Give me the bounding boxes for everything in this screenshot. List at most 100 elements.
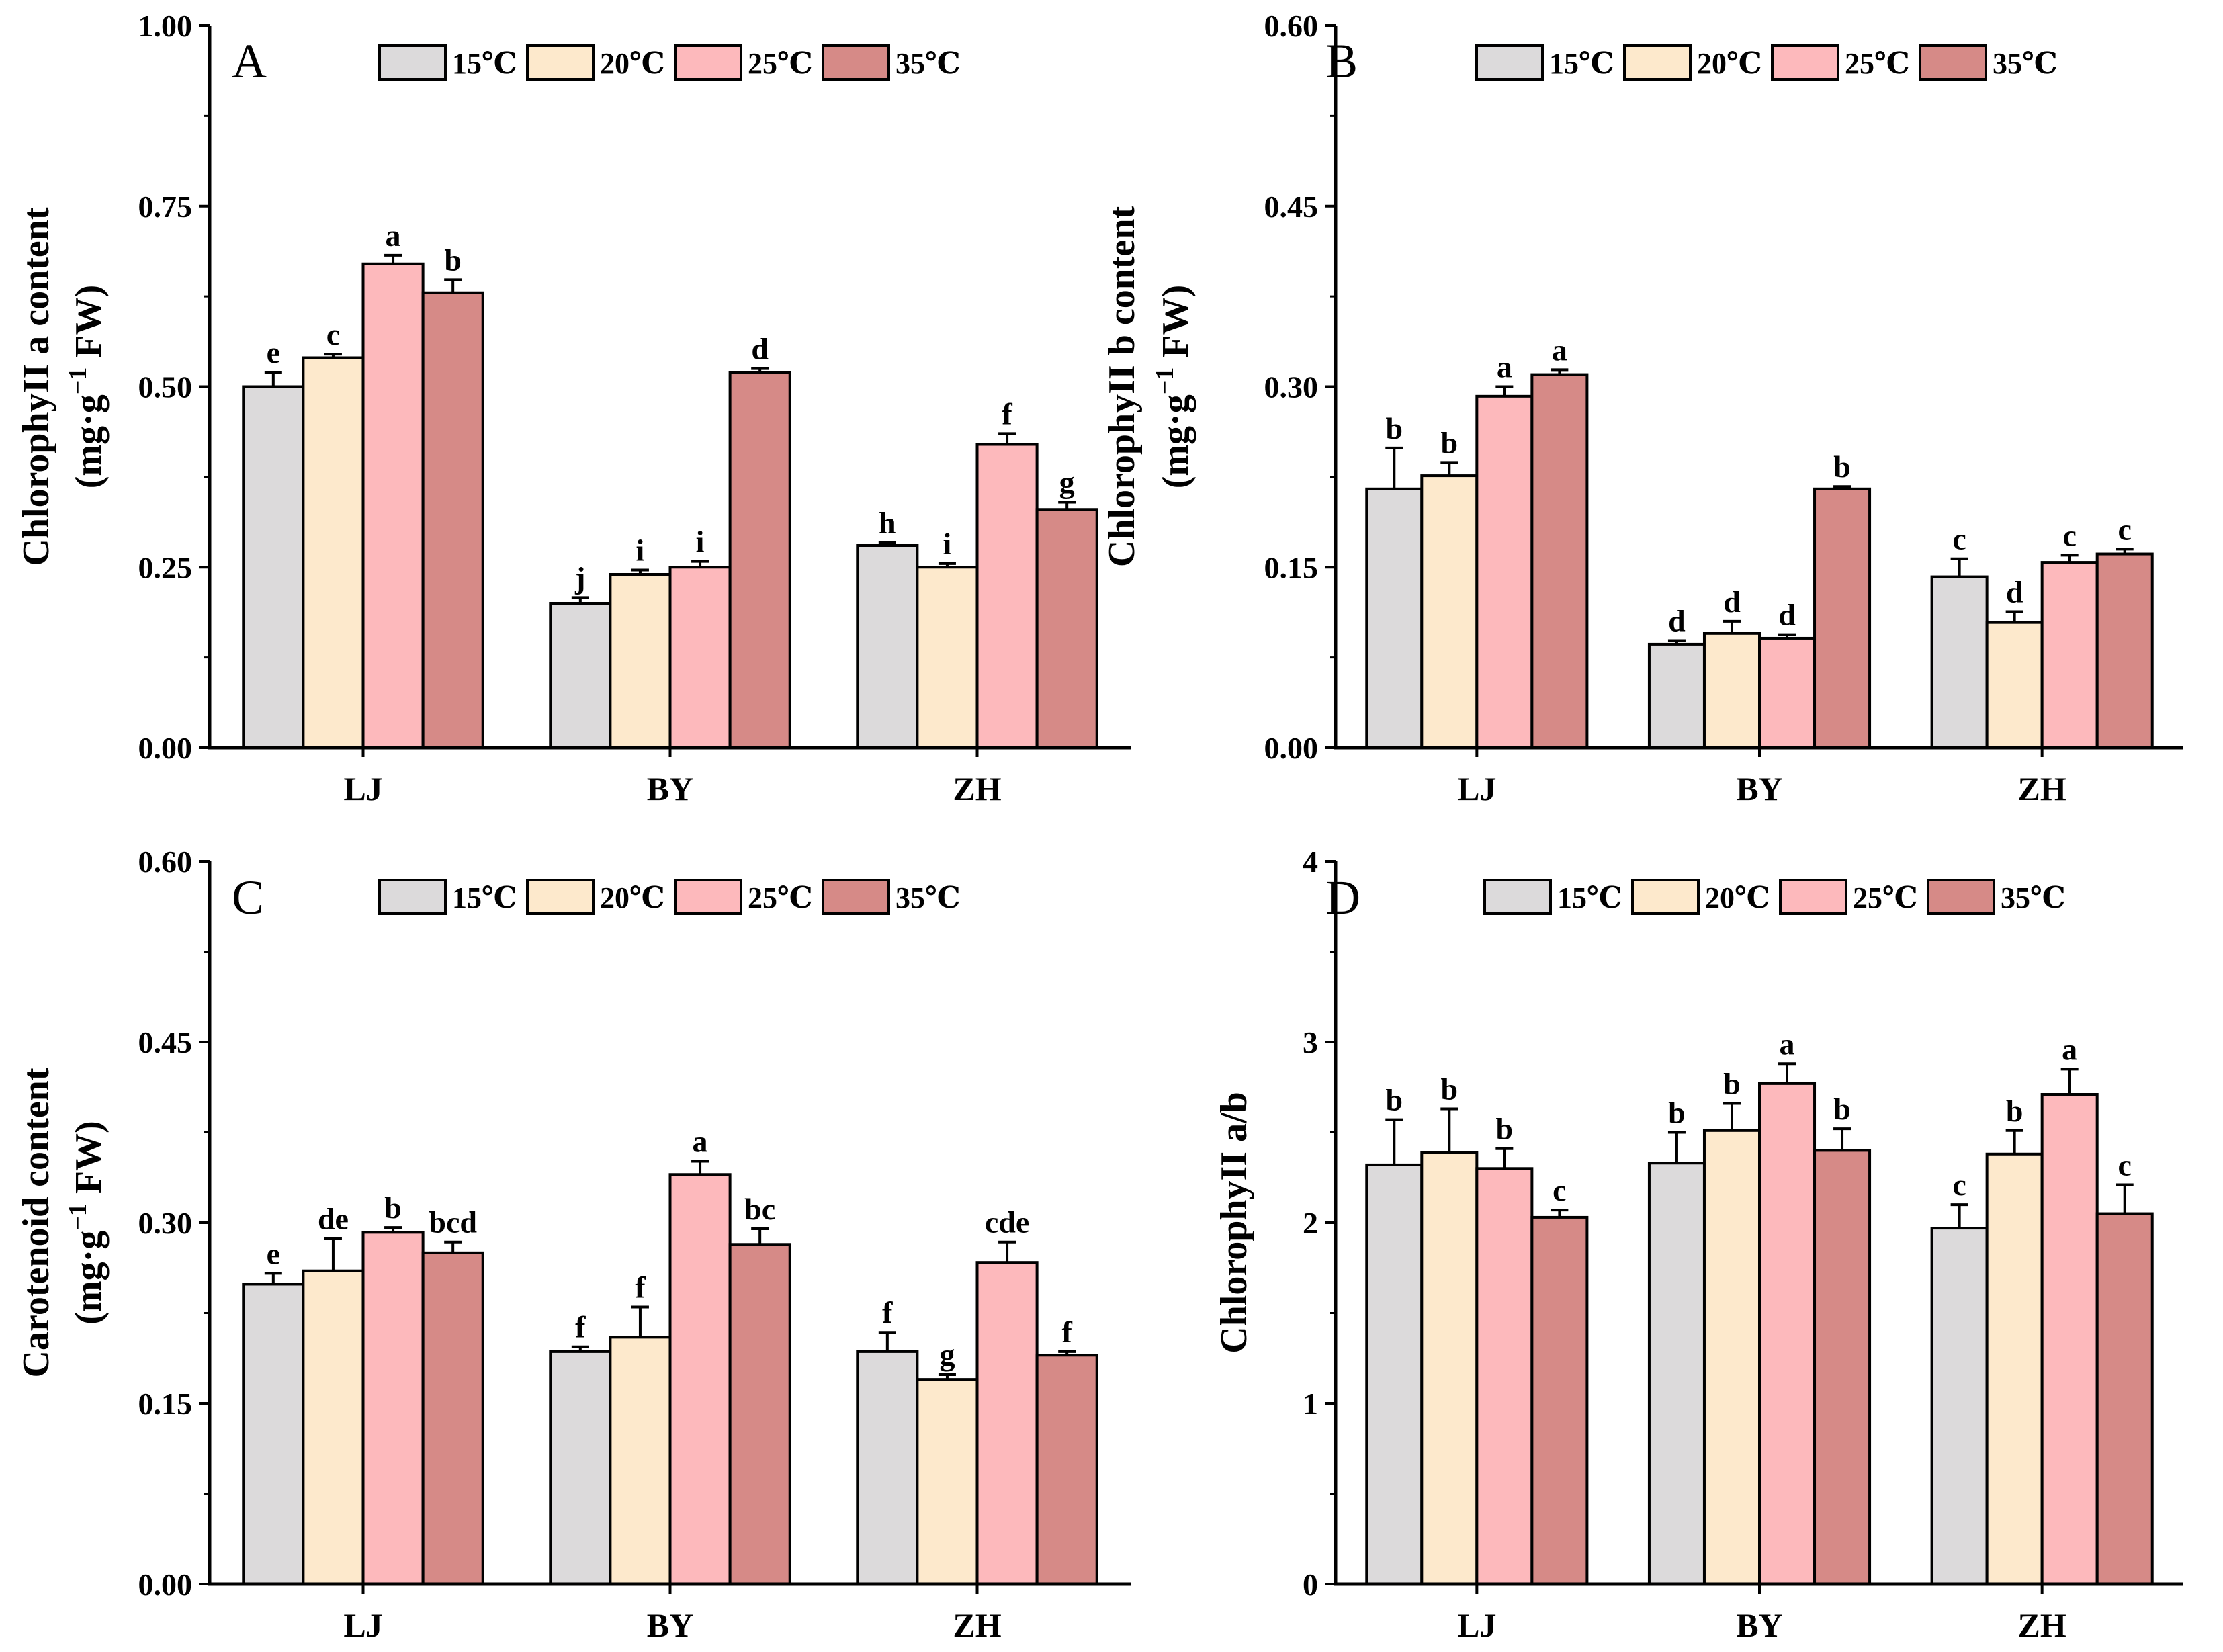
legend-entry: 35℃: [2001, 881, 2066, 914]
y-tick-label: 0.00: [1264, 731, 1319, 765]
legend-entry: 25℃: [748, 881, 813, 914]
chart-panel-b: b b a a LJ d d d b BY c d c c ZH 0.00 0.15 0.30 0.45 0.60 Ch…: [1101, 9, 2183, 808]
bar: [1647, 1162, 1706, 1585]
legend-swatch: [1779, 879, 1847, 915]
significance-letter: b: [444, 243, 462, 277]
significance-letter: b: [1385, 1083, 1403, 1117]
significance-letter: i: [696, 525, 705, 559]
bar: [2040, 1093, 2099, 1585]
y-tick-label: 0.30: [1264, 370, 1319, 404]
significance-letter: f: [1062, 1315, 1073, 1349]
x-tick-label: ZH: [953, 1606, 1001, 1644]
bar: [1035, 1354, 1098, 1586]
significance-letter: j: [574, 560, 585, 595]
bar: [1930, 1227, 1989, 1585]
bar: [2095, 1212, 2154, 1586]
legend-entry: 35℃: [896, 47, 961, 80]
legend-entry: 15℃: [452, 881, 517, 914]
significance-letter: e: [267, 335, 280, 369]
significance-letter: b: [1496, 1112, 1514, 1146]
legend-swatch: [1475, 44, 1544, 81]
y-tick-label: 0.45: [1264, 189, 1319, 224]
chart-panel-d: b b b c LJ b b a b BY c b a c ZH 0 1 2 3 4 ChlorophyII a/b D 1…: [1213, 844, 2183, 1644]
bar: [421, 1251, 484, 1586]
chart-panel-a: e c a b LJ j i i d BY h i f g ZH 0.00 0.25 0.50 0.75 1.00 Ch…: [15, 9, 1131, 808]
legend: 15℃ 20℃ 25℃ 35℃: [1475, 44, 2058, 81]
legend-swatch: [674, 879, 742, 915]
significance-letter: cde: [985, 1205, 1029, 1240]
bar: [2040, 561, 2099, 749]
y-axis-label-units-suffix: FW): [68, 285, 110, 367]
legend-swatch: [1631, 879, 1700, 915]
bar: [1530, 373, 1589, 749]
bar: [1758, 1082, 1817, 1585]
y-tick-label: 1.00: [138, 9, 193, 43]
y-tick-label: 0.25: [138, 550, 193, 584]
y-axis-label-units-suffix: FW): [1155, 285, 1196, 367]
y-axis-label-units: (mg·g−1 FW): [64, 1121, 110, 1325]
y-tick-label: 1: [1303, 1387, 1318, 1421]
x-tick-label: BY: [647, 770, 693, 808]
legend-swatch: [1623, 44, 1692, 81]
significance-letter: bc: [744, 1192, 775, 1226]
significance-letter: f: [882, 1295, 893, 1330]
bar: [668, 1173, 732, 1586]
y-tick-label: 0.75: [138, 189, 193, 224]
y-axis-label-units: (mg·g−1 FW): [64, 285, 110, 489]
significance-letter: a: [386, 218, 401, 253]
bar: [609, 1336, 672, 1586]
legend-entry: 20℃: [1705, 881, 1770, 914]
significance-letter: b: [1668, 1096, 1686, 1130]
significance-letter: c: [326, 317, 340, 351]
y-axis-label-units: (mg·g−1 FW): [1151, 285, 1196, 489]
legend-entry: 35℃: [896, 881, 961, 914]
y-axis-label: ChlorophyII b content: [1101, 206, 1143, 568]
y-tick-label: 3: [1303, 1025, 1318, 1059]
x-tick-label: BY: [1736, 770, 1782, 808]
bar: [975, 443, 1039, 749]
legend-entry: 25℃: [1853, 881, 1918, 914]
legend-entry: 25℃: [748, 47, 813, 80]
x-tick-label: ZH: [2018, 770, 2066, 808]
bar: [302, 1269, 365, 1585]
significance-letter: a: [1497, 350, 1512, 384]
y-tick-label: 0.30: [138, 1206, 193, 1240]
x-tick-label: BY: [647, 1606, 693, 1644]
significance-letter: a: [2062, 1032, 2077, 1066]
bar: [728, 371, 791, 749]
significance-letter: d: [1723, 584, 1741, 619]
significance-letter: bcd: [429, 1205, 477, 1240]
y-tick-label: 0.00: [138, 1567, 193, 1602]
y-axis-label-units-prefix: (mg·g: [68, 394, 110, 488]
panel-label: D: [1325, 871, 1360, 924]
significance-letter: b: [1723, 1066, 1741, 1100]
significance-letter: b: [1441, 1072, 1458, 1106]
x-tick-label: LJ: [343, 770, 382, 808]
legend-swatch: [526, 879, 595, 915]
bar: [1985, 621, 2044, 750]
significance-letter: a: [1552, 333, 1567, 367]
significance-letter: f: [575, 1310, 586, 1344]
x-tick-label: LJ: [1457, 1606, 1496, 1644]
y-tick-label: 0.15: [1264, 550, 1319, 584]
y-axis-label: ChlorophyII a/b: [1213, 1092, 1255, 1354]
significance-letter: b: [1441, 425, 1458, 460]
significance-letter: b: [1833, 1092, 1851, 1126]
bar: [549, 1350, 612, 1586]
y-axis-label-units-prefix: (mg·g: [68, 1231, 110, 1325]
y-tick-label: 0.50: [138, 370, 193, 404]
bar: [1475, 394, 1534, 749]
legend-entry: 20℃: [1697, 47, 1762, 80]
bar: [1813, 1149, 1872, 1585]
y-axis-label: ChlorophyII a content: [15, 207, 57, 566]
legend-swatch: [1919, 44, 1987, 81]
y-axis-label-units-exponent: −1: [64, 367, 92, 395]
chart-panel-c: e de b bcd LJ f f a bc BY f g cde f ZH 0.00 0.15 0.30 0.45…: [15, 844, 1131, 1644]
legend-swatch: [526, 44, 595, 81]
y-tick-label: 0.60: [138, 844, 193, 879]
legend: 15℃ 20℃ 25℃ 35℃: [1483, 879, 2066, 915]
bar: [668, 566, 732, 749]
bar: [609, 573, 672, 749]
panel-label: C: [232, 871, 264, 924]
significance-letter: d: [1778, 598, 1796, 632]
